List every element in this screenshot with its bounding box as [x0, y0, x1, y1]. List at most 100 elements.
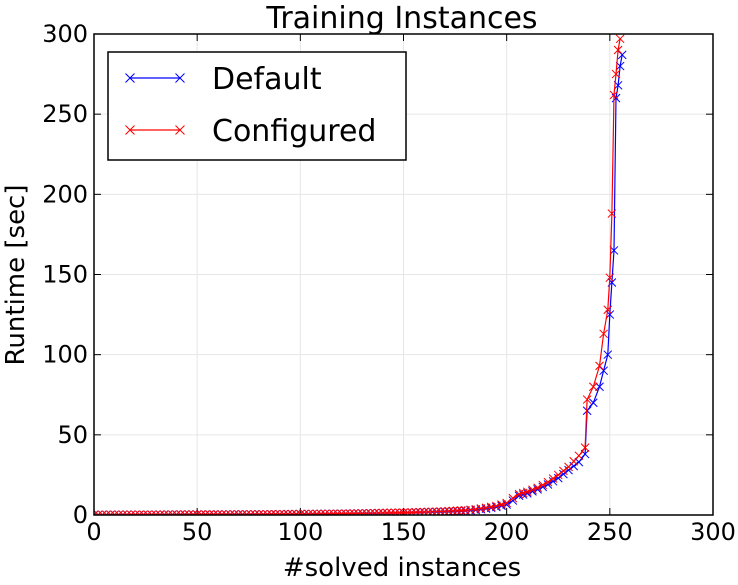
data-point [386, 508, 396, 515]
data-point [390, 508, 400, 515]
data-point [582, 395, 592, 404]
data-point [374, 508, 384, 515]
legend-marker [175, 125, 185, 135]
data-point [491, 501, 501, 511]
data-point [291, 509, 301, 515]
data-point [304, 509, 313, 515]
y-axis-ticks: 0 50 100 150 200 250 300 [42, 20, 713, 529]
legend-box [107, 51, 407, 161]
legend-marker [125, 73, 135, 83]
x-axis-label: #solved instances [283, 553, 521, 583]
data-point [543, 477, 553, 487]
data-point [502, 498, 512, 508]
data-point [436, 507, 445, 515]
plot-frame [93, 33, 714, 516]
data-point [615, 34, 625, 44]
x-tick-label: 0 [86, 518, 101, 546]
legend-label: Configured [212, 114, 376, 149]
data-point [362, 508, 371, 515]
data-point [559, 466, 568, 476]
data-point [312, 509, 322, 515]
data-point [595, 361, 604, 371]
data-point [366, 508, 375, 515]
data-point [605, 273, 615, 283]
data-point [300, 509, 309, 515]
data-point [613, 45, 623, 55]
data-point [553, 470, 563, 480]
y-tick-label: 0 [73, 501, 88, 529]
data-point [609, 90, 619, 100]
data-point [538, 480, 548, 490]
data-point [580, 443, 590, 453]
data-point [295, 509, 305, 515]
y-tick-label: 100 [42, 341, 88, 369]
x-tick-label: 150 [381, 518, 427, 546]
data-point [287, 509, 297, 515]
data-point [448, 506, 458, 515]
data-point [328, 509, 338, 515]
data-point [444, 506, 454, 515]
legend: Default Configured [107, 51, 407, 161]
data-point [599, 329, 608, 339]
data-point [611, 69, 621, 79]
data-point [432, 507, 441, 515]
data-point [595, 382, 604, 392]
data-point [452, 506, 462, 515]
data-point [349, 509, 359, 515]
data-point [353, 509, 363, 515]
data-point [399, 508, 408, 515]
data-point [370, 508, 379, 515]
data-point [345, 509, 355, 515]
legend-item-default: Default [125, 62, 322, 97]
data-point [320, 509, 330, 515]
data-point [607, 209, 617, 218]
data-point [337, 509, 346, 515]
data-point [382, 508, 392, 515]
chart-title: Training Instances [265, 1, 537, 36]
y-tick-label: 200 [42, 180, 88, 208]
legend-label: Default [212, 62, 322, 97]
data-point [333, 509, 342, 515]
data-point [378, 508, 388, 515]
data-point [357, 509, 367, 515]
data-point [395, 508, 404, 515]
data-point [316, 509, 326, 515]
data-point [603, 305, 613, 315]
x-tick-label: 50 [182, 518, 213, 546]
data-point [603, 350, 613, 360]
data-point [324, 509, 334, 515]
x-tick-label: 100 [277, 518, 323, 546]
data-point [275, 509, 285, 515]
y-axis-label: Runtime [sec] [1, 185, 31, 366]
series-configured [94, 34, 625, 515]
legend-item-configured: Configured [125, 114, 376, 149]
x-tick-label: 300 [690, 518, 736, 546]
y-tick-label: 250 [42, 100, 88, 128]
data-point [341, 509, 351, 515]
data-point [283, 509, 293, 515]
data-point [497, 500, 506, 509]
data-point [279, 509, 289, 515]
y-tick-label: 300 [42, 20, 88, 48]
data-point [588, 382, 598, 392]
legend-marker [175, 73, 185, 83]
data-point [588, 398, 598, 408]
data-point [308, 509, 318, 515]
data-point [440, 506, 450, 515]
data-point [528, 485, 537, 495]
data-point [456, 506, 466, 515]
data-point [522, 487, 532, 497]
data-point [403, 508, 412, 515]
data-point [548, 474, 558, 483]
x-tick-label: 200 [484, 518, 530, 546]
data-point [94, 510, 99, 515]
y-tick-label: 150 [42, 261, 88, 289]
x-tick-label: 250 [587, 518, 633, 546]
data-point [574, 451, 584, 461]
data-point [407, 507, 417, 515]
legend-marker [125, 125, 135, 135]
data-point [508, 493, 518, 503]
data-point [533, 483, 542, 493]
data-point [271, 509, 280, 515]
